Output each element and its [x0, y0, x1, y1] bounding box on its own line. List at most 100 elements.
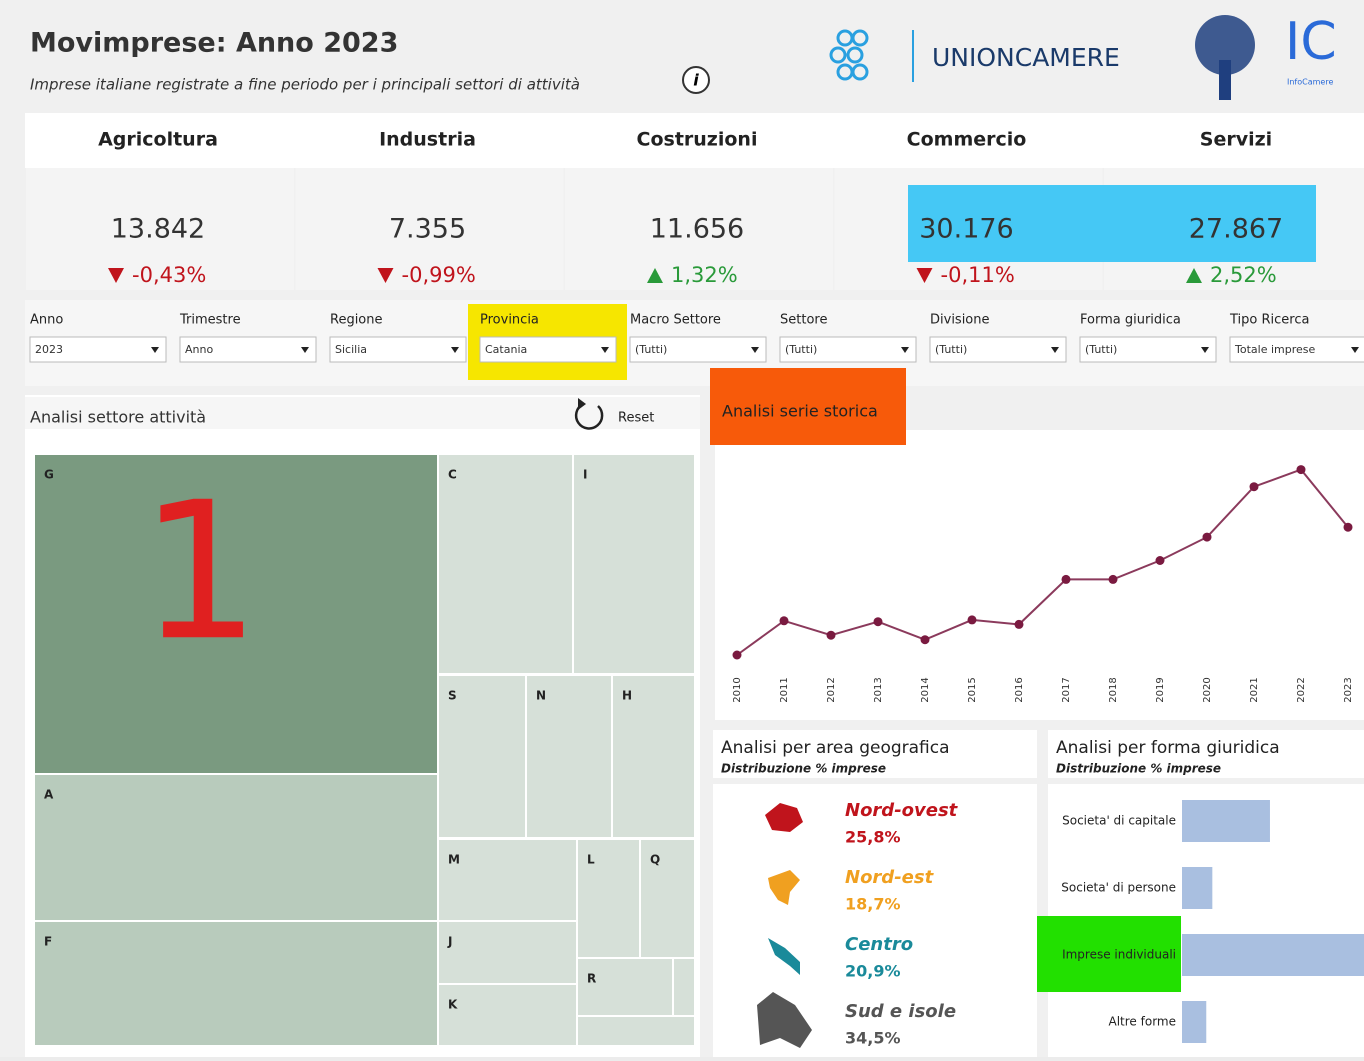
x-tick-label: 2020 [1202, 677, 1213, 702]
highlight-blue [908, 185, 1316, 262]
filter-value: Catania [485, 343, 527, 356]
treemap-label: K [448, 998, 458, 1012]
x-tick-label: 2018 [1108, 677, 1119, 702]
treemap-cell[interactable] [439, 840, 576, 920]
geo-subtitle: Distribuzione % imprese [721, 762, 886, 776]
filter-select[interactable] [29, 336, 167, 363]
dropdown-arrow[interactable] [301, 347, 309, 353]
treemap-cell[interactable] [574, 455, 694, 673]
dropdown-arrow[interactable] [1351, 347, 1359, 353]
x-tick-label: 2022 [1296, 677, 1307, 702]
dropdown-arrow[interactable] [601, 347, 609, 353]
point[interactable] [732, 650, 742, 660]
bar[interactable] [1182, 800, 1270, 842]
info-icon[interactable] [682, 66, 710, 94]
filter-select[interactable] [329, 336, 467, 363]
region-share: 34,5% [845, 1029, 901, 1048]
treemap-label: J [447, 935, 452, 949]
kpi-change: 2,52% [1210, 263, 1277, 287]
treemap-cell[interactable] [641, 840, 694, 957]
reset-arrow[interactable] [578, 398, 586, 410]
filter-select[interactable] [929, 336, 1067, 363]
treemap-cell[interactable] [439, 985, 576, 1045]
forma-divider [1048, 778, 1364, 784]
point[interactable] [779, 616, 789, 626]
dropdown-arrow[interactable] [151, 347, 159, 353]
region-share: 20,9% [845, 962, 901, 981]
point[interactable] [1296, 465, 1306, 475]
point[interactable] [1343, 522, 1353, 532]
treemap-label: C [448, 468, 457, 482]
point[interactable] [1249, 482, 1259, 492]
reset-icon[interactable] [574, 402, 604, 430]
kpi-cell [565, 168, 833, 290]
dropdown-arrow[interactable] [751, 347, 759, 353]
x-tick-label: 2019 [1155, 677, 1166, 702]
title: Movimprese: Anno 2023 [30, 28, 398, 59]
line-panel [715, 430, 1364, 720]
filter-value: (Tutti) [785, 343, 817, 356]
treemap-label: S [448, 689, 457, 703]
region-share: 25,8% [845, 828, 901, 847]
point[interactable] [873, 617, 883, 627]
kpi-value: 7.355 [389, 214, 466, 245]
point[interactable] [1202, 532, 1212, 542]
point[interactable] [1108, 574, 1118, 584]
x-tick-label: 2010 [732, 677, 743, 702]
filter-value: (Tutti) [635, 343, 667, 356]
filter-select[interactable] [479, 336, 617, 363]
filter-label: Settore [780, 313, 827, 328]
ic-sub: InfoCamere [1287, 78, 1333, 87]
region-shape [768, 938, 800, 975]
treemap-cell[interactable] [35, 922, 437, 1045]
x-tick-label: 2021 [1249, 677, 1260, 702]
x-tick-label: 2017 [1061, 677, 1072, 702]
treemap-cell[interactable] [613, 676, 694, 837]
dropdown-arrow[interactable] [1051, 347, 1059, 353]
bar[interactable] [1182, 867, 1213, 909]
ic-logo: IC [1285, 12, 1337, 72]
dropdown-arrow[interactable] [451, 347, 459, 353]
reset-text[interactable]: Reset [618, 411, 654, 426]
point[interactable] [1014, 619, 1024, 629]
subtitle: Imprese italiane registrate a fine perio… [30, 76, 580, 94]
filter-label: Macro Settore [630, 313, 721, 328]
kpi-change: -0,11% [941, 263, 1015, 287]
filter-select[interactable] [1079, 336, 1217, 363]
point[interactable] [967, 615, 977, 625]
filter-select[interactable] [629, 336, 767, 363]
geo-title: Analisi per area geografica [721, 738, 950, 758]
dropdown-arrow[interactable] [901, 347, 909, 353]
point[interactable] [1155, 556, 1165, 565]
filter-label: Regione [330, 313, 383, 328]
highlight-green [1037, 916, 1181, 992]
dropdown-arrow[interactable] [1201, 347, 1209, 353]
filter-select[interactable] [779, 336, 917, 363]
filter-value: Totale imprese [1234, 343, 1315, 356]
bar[interactable] [1182, 934, 1364, 976]
treemap-label: R [587, 972, 596, 986]
kpi-name: Commercio [907, 129, 1027, 151]
point[interactable] [920, 635, 930, 645]
point[interactable] [1061, 574, 1071, 584]
filter-label: Anno [30, 313, 63, 328]
treemap-cell[interactable] [439, 676, 525, 837]
point[interactable] [826, 630, 836, 640]
kpi-cell [26, 168, 294, 290]
treemap-cell[interactable] [439, 922, 576, 983]
treemap-cell[interactable] [578, 959, 672, 1015]
treemap-cell-small [578, 1017, 694, 1045]
treemap-cell[interactable] [578, 840, 639, 957]
filter-select[interactable] [1229, 336, 1364, 363]
forma-subtitle: Distribuzione % imprese [1056, 762, 1221, 776]
kpi-value: 30.176 [919, 214, 1013, 245]
filter-select[interactable] [179, 336, 317, 363]
treemap-cell[interactable] [439, 455, 572, 673]
treemap-cell[interactable] [35, 455, 437, 773]
region-share: 18,7% [845, 895, 901, 914]
infocamere-tree [1195, 15, 1255, 100]
bar[interactable] [1182, 1001, 1207, 1043]
treemap-cell[interactable] [35, 775, 437, 920]
treemap-cell[interactable] [527, 676, 611, 837]
